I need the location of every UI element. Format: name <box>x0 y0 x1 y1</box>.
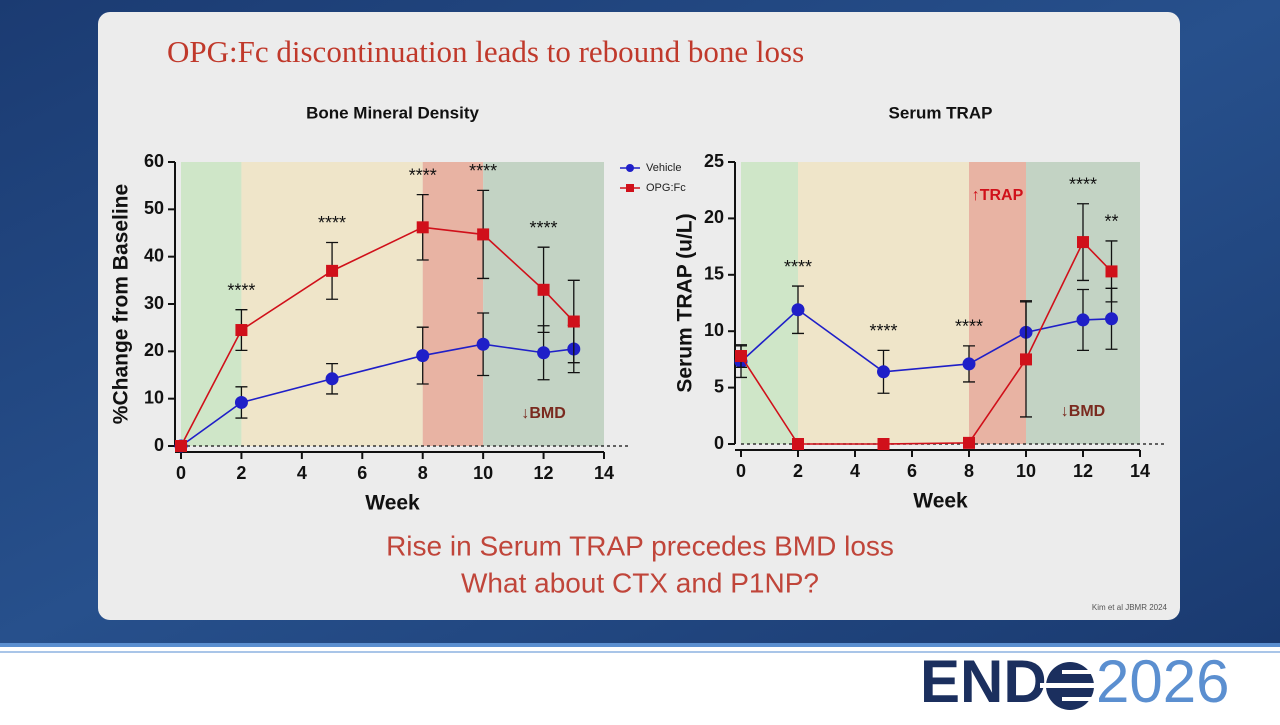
x-axis-label: Week <box>365 492 420 515</box>
significance: **** <box>318 213 346 233</box>
data-point <box>234 395 248 409</box>
data-point <box>877 438 890 450</box>
x-tick-label: 8 <box>964 461 974 481</box>
chart-title: Serum TRAP <box>889 103 993 122</box>
data-point <box>326 264 339 277</box>
y-tick-label: 0 <box>714 433 724 453</box>
significance: **** <box>955 317 983 337</box>
conclusion: What about CTX and P1NP? <box>461 567 819 598</box>
data-point <box>325 372 339 386</box>
slide-title: OPG:Fc discontinuation leads to rebound … <box>167 34 804 69</box>
x-tick-label: 4 <box>297 463 307 483</box>
x-tick-label: 4 <box>850 461 860 481</box>
x-tick-label: 12 <box>534 463 554 483</box>
data-point <box>567 315 580 328</box>
data-point <box>1020 353 1032 366</box>
data-point <box>792 438 804 450</box>
band-label: ↓BMD <box>521 405 565 422</box>
x-tick-label: 0 <box>176 463 186 483</box>
conclusion: Rise in Serum TRAP precedes BMD loss <box>386 530 894 561</box>
x-axis-label: Week <box>913 490 968 513</box>
x-tick-label: 14 <box>594 463 614 483</box>
data-point <box>1105 265 1118 278</box>
significance: **** <box>869 321 897 341</box>
data-point <box>1076 313 1090 327</box>
data-point <box>416 221 429 234</box>
footer-rule <box>0 643 1280 647</box>
y-axis-label: %Change from Baseline <box>110 184 133 424</box>
data-point <box>476 337 490 351</box>
phase-band <box>969 162 1026 444</box>
x-tick-label: 10 <box>473 463 493 483</box>
data-point <box>877 365 890 379</box>
y-tick-label: 10 <box>704 320 724 340</box>
data-point <box>416 349 430 363</box>
significance: ** <box>1104 212 1118 232</box>
y-tick-label: 20 <box>704 207 724 227</box>
x-tick-label: 10 <box>1016 461 1036 481</box>
y-tick-label: 20 <box>144 340 164 360</box>
y-tick-label: 25 <box>704 151 724 171</box>
data-point <box>1077 236 1089 249</box>
x-tick-label: 2 <box>236 463 246 483</box>
data-point <box>235 324 248 337</box>
data-point <box>962 357 976 371</box>
phase-band <box>422 162 484 446</box>
significance: **** <box>784 257 812 277</box>
phase-band <box>741 162 798 444</box>
phase-band <box>241 162 423 446</box>
data-point <box>791 303 805 317</box>
data-point <box>735 350 747 363</box>
x-tick-label: 6 <box>907 461 917 481</box>
y-tick-label: 40 <box>144 245 164 265</box>
x-tick-label: 6 <box>357 463 367 483</box>
data-point <box>963 436 975 449</box>
y-tick-label: 30 <box>144 293 164 313</box>
phase-band <box>181 162 242 446</box>
data-point <box>537 283 550 296</box>
y-tick-label: 50 <box>144 198 164 218</box>
footer-rule <box>0 651 1280 653</box>
x-tick-label: 8 <box>418 463 428 483</box>
y-tick-label: 0 <box>154 435 164 455</box>
y-tick-label: 10 <box>144 387 164 407</box>
y-tick-label: 15 <box>704 264 724 284</box>
x-tick-label: 2 <box>793 461 803 481</box>
significance: **** <box>227 280 255 300</box>
significance: **** <box>530 218 558 238</box>
logo-globe <box>1040 662 1100 710</box>
chart-title: Bone Mineral Density <box>306 103 479 122</box>
x-tick-label: 14 <box>1130 461 1150 481</box>
significance: **** <box>1069 174 1097 194</box>
legend-label: OPG:Fc <box>646 182 686 194</box>
band-label: ↑TRAP <box>972 187 1024 204</box>
phase-band <box>798 162 969 444</box>
significance: **** <box>469 161 497 181</box>
legend-label: Vehicle <box>646 162 681 174</box>
legend-marker <box>626 164 634 172</box>
y-axis-label: Serum TRAP (u/L) <box>674 213 697 392</box>
legend-marker <box>626 184 634 192</box>
logo-text: END <box>920 648 1047 715</box>
data-point <box>1105 312 1118 326</box>
x-tick-label: 0 <box>736 461 746 481</box>
x-tick-label: 12 <box>1073 461 1093 481</box>
significance: **** <box>409 165 437 185</box>
y-tick-label: 5 <box>714 376 724 396</box>
y-tick-label: 60 <box>144 151 164 171</box>
citation: Kim et al JBMR 2024 <box>1092 603 1168 612</box>
data-point <box>537 346 551 360</box>
data-point <box>477 228 490 241</box>
data-point <box>175 440 187 452</box>
logo-year: 2026 <box>1096 648 1229 715</box>
band-label: ↓BMD <box>1061 403 1105 420</box>
